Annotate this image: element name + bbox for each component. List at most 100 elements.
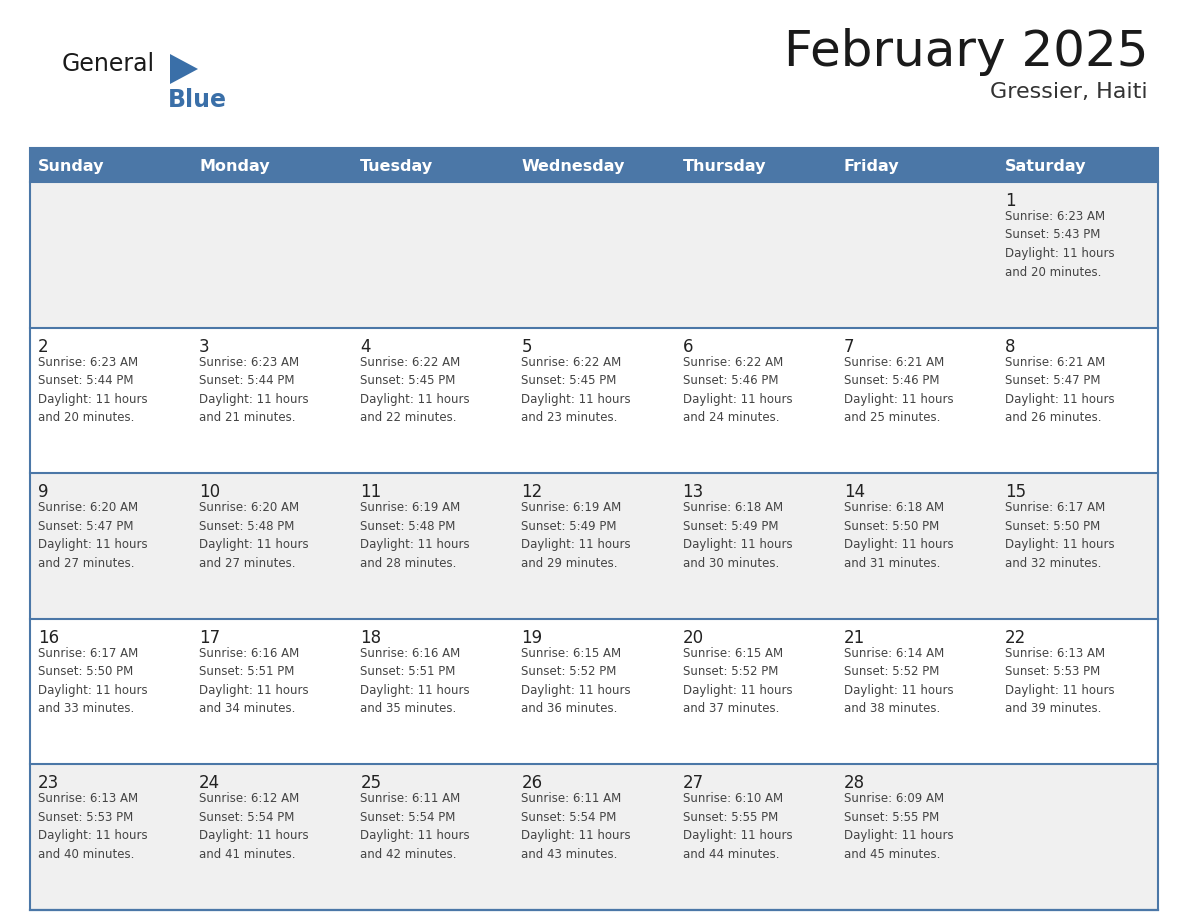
Text: and 39 minutes.: and 39 minutes. (1005, 702, 1101, 715)
Text: and 33 minutes.: and 33 minutes. (38, 702, 134, 715)
Text: February 2025: February 2025 (784, 28, 1148, 76)
Text: 28: 28 (843, 775, 865, 792)
Text: Sunrise: 6:20 AM: Sunrise: 6:20 AM (200, 501, 299, 514)
Text: and 25 minutes.: and 25 minutes. (843, 411, 940, 424)
Text: 23: 23 (38, 775, 59, 792)
Text: 6: 6 (683, 338, 693, 355)
Text: Sunset: 5:49 PM: Sunset: 5:49 PM (522, 520, 617, 532)
Text: and 41 minutes.: and 41 minutes. (200, 848, 296, 861)
Text: and 21 minutes.: and 21 minutes. (200, 411, 296, 424)
Text: 26: 26 (522, 775, 543, 792)
Text: Sunset: 5:47 PM: Sunset: 5:47 PM (1005, 375, 1100, 387)
Text: Sunset: 5:52 PM: Sunset: 5:52 PM (843, 666, 939, 678)
Text: 7: 7 (843, 338, 854, 355)
Text: Sunrise: 6:22 AM: Sunrise: 6:22 AM (360, 355, 461, 369)
Text: and 37 minutes.: and 37 minutes. (683, 702, 779, 715)
Bar (30, 148, 1158, 182)
Text: Sunset: 5:45 PM: Sunset: 5:45 PM (522, 375, 617, 387)
Text: 21: 21 (843, 629, 865, 647)
Text: and 30 minutes.: and 30 minutes. (683, 556, 779, 570)
Text: Sunrise: 6:18 AM: Sunrise: 6:18 AM (843, 501, 943, 514)
Text: Sunrise: 6:10 AM: Sunrise: 6:10 AM (683, 792, 783, 805)
Text: Sunset: 5:45 PM: Sunset: 5:45 PM (360, 375, 456, 387)
Text: 22: 22 (1005, 629, 1026, 647)
Text: Daylight: 11 hours: Daylight: 11 hours (843, 684, 953, 697)
Text: and 45 minutes.: and 45 minutes. (843, 848, 940, 861)
Text: Sunrise: 6:11 AM: Sunrise: 6:11 AM (522, 792, 621, 805)
Text: Sunrise: 6:21 AM: Sunrise: 6:21 AM (1005, 355, 1105, 369)
Text: Sunset: 5:55 PM: Sunset: 5:55 PM (843, 811, 939, 823)
Text: and 24 minutes.: and 24 minutes. (683, 411, 779, 424)
Text: Sunrise: 6:18 AM: Sunrise: 6:18 AM (683, 501, 783, 514)
Text: 18: 18 (360, 629, 381, 647)
Text: Daylight: 11 hours: Daylight: 11 hours (200, 538, 309, 551)
Text: Daylight: 11 hours: Daylight: 11 hours (522, 538, 631, 551)
Text: General: General (62, 52, 156, 76)
Text: Daylight: 11 hours: Daylight: 11 hours (683, 538, 792, 551)
Text: Daylight: 11 hours: Daylight: 11 hours (522, 393, 631, 406)
Text: Sunset: 5:49 PM: Sunset: 5:49 PM (683, 520, 778, 532)
Text: Daylight: 11 hours: Daylight: 11 hours (843, 393, 953, 406)
Text: Saturday: Saturday (1005, 159, 1086, 174)
Text: Sunrise: 6:19 AM: Sunrise: 6:19 AM (360, 501, 461, 514)
Text: Sunset: 5:50 PM: Sunset: 5:50 PM (843, 520, 939, 532)
Text: 10: 10 (200, 483, 220, 501)
Polygon shape (170, 54, 198, 84)
Text: Daylight: 11 hours: Daylight: 11 hours (522, 684, 631, 697)
Text: and 28 minutes.: and 28 minutes. (360, 556, 456, 570)
Bar (30, 765, 1158, 910)
Text: 8: 8 (1005, 338, 1016, 355)
Text: Sunrise: 6:16 AM: Sunrise: 6:16 AM (360, 647, 461, 660)
Text: and 27 minutes.: and 27 minutes. (200, 556, 296, 570)
Text: 3: 3 (200, 338, 210, 355)
Text: Sunset: 5:55 PM: Sunset: 5:55 PM (683, 811, 778, 823)
Text: Daylight: 11 hours: Daylight: 11 hours (200, 829, 309, 843)
Text: Daylight: 11 hours: Daylight: 11 hours (360, 538, 470, 551)
Text: Sunset: 5:53 PM: Sunset: 5:53 PM (1005, 666, 1100, 678)
Text: Daylight: 11 hours: Daylight: 11 hours (200, 684, 309, 697)
Text: Sunset: 5:51 PM: Sunset: 5:51 PM (200, 666, 295, 678)
Text: Sunrise: 6:11 AM: Sunrise: 6:11 AM (360, 792, 461, 805)
Text: Blue: Blue (168, 88, 227, 112)
Text: Sunrise: 6:20 AM: Sunrise: 6:20 AM (38, 501, 138, 514)
Text: Daylight: 11 hours: Daylight: 11 hours (38, 393, 147, 406)
Text: Sunrise: 6:22 AM: Sunrise: 6:22 AM (522, 355, 621, 369)
Text: Monday: Monday (200, 159, 270, 174)
Text: Sunrise: 6:23 AM: Sunrise: 6:23 AM (38, 355, 138, 369)
Text: and 26 minutes.: and 26 minutes. (1005, 411, 1101, 424)
Text: and 22 minutes.: and 22 minutes. (360, 411, 456, 424)
Text: 13: 13 (683, 483, 703, 501)
Text: Gressier, Haiti: Gressier, Haiti (991, 82, 1148, 102)
Text: Sunrise: 6:22 AM: Sunrise: 6:22 AM (683, 355, 783, 369)
Text: Daylight: 11 hours: Daylight: 11 hours (522, 829, 631, 843)
Text: Sunset: 5:46 PM: Sunset: 5:46 PM (683, 375, 778, 387)
Text: Sunrise: 6:13 AM: Sunrise: 6:13 AM (38, 792, 138, 805)
Text: Sunset: 5:44 PM: Sunset: 5:44 PM (38, 375, 133, 387)
Text: Sunrise: 6:23 AM: Sunrise: 6:23 AM (200, 355, 299, 369)
Text: Daylight: 11 hours: Daylight: 11 hours (1005, 684, 1114, 697)
Text: and 20 minutes.: and 20 minutes. (38, 411, 134, 424)
Text: Sunset: 5:44 PM: Sunset: 5:44 PM (200, 375, 295, 387)
Text: Sunrise: 6:13 AM: Sunrise: 6:13 AM (1005, 647, 1105, 660)
Text: and 38 minutes.: and 38 minutes. (843, 702, 940, 715)
Text: Sunrise: 6:17 AM: Sunrise: 6:17 AM (1005, 501, 1105, 514)
Text: and 32 minutes.: and 32 minutes. (1005, 556, 1101, 570)
Text: 15: 15 (1005, 483, 1026, 501)
Text: Daylight: 11 hours: Daylight: 11 hours (843, 829, 953, 843)
Text: Wednesday: Wednesday (522, 159, 625, 174)
Text: 16: 16 (38, 629, 59, 647)
Text: and 23 minutes.: and 23 minutes. (522, 411, 618, 424)
Text: Daylight: 11 hours: Daylight: 11 hours (38, 684, 147, 697)
Text: Sunrise: 6:17 AM: Sunrise: 6:17 AM (38, 647, 138, 660)
Text: and 35 minutes.: and 35 minutes. (360, 702, 456, 715)
Bar (30, 473, 1158, 619)
Text: Daylight: 11 hours: Daylight: 11 hours (1005, 538, 1114, 551)
Text: 5: 5 (522, 338, 532, 355)
Text: Sunset: 5:47 PM: Sunset: 5:47 PM (38, 520, 133, 532)
Text: and 31 minutes.: and 31 minutes. (843, 556, 940, 570)
Text: Sunrise: 6:23 AM: Sunrise: 6:23 AM (1005, 210, 1105, 223)
Text: Daylight: 11 hours: Daylight: 11 hours (683, 393, 792, 406)
Text: Sunset: 5:54 PM: Sunset: 5:54 PM (200, 811, 295, 823)
Text: 25: 25 (360, 775, 381, 792)
Text: 14: 14 (843, 483, 865, 501)
